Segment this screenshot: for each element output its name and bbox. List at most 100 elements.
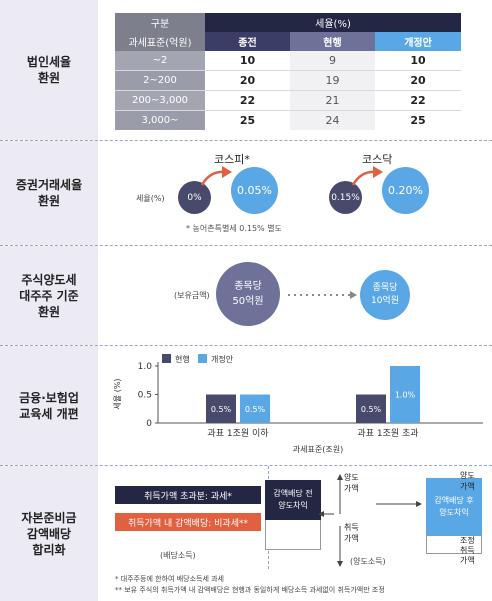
before-acq-box (265, 520, 321, 550)
y-tick-label: 1.0 (138, 362, 153, 372)
bar-value-label: 0.5% (361, 405, 382, 414)
divider (0, 345, 492, 347)
label-major-shareholder: 주식양도세 대주주 기준 환원 (0, 246, 98, 345)
arrow-head-icon (222, 166, 232, 178)
table-cell-proposed: 20 (410, 74, 426, 87)
reserve-footnote-2: ** 보유 주식의 취득가액 내 감액배당은 현행과 동일하게 배당소득 과세없… (115, 586, 385, 594)
bar-value-label: 0.5% (211, 405, 232, 414)
dividend-income-label: (배당소득) (160, 551, 196, 560)
rate-table: 구분 세율(%) 과세표준(억원) 종전 현행 개정안 ~2 10 9 10 2… (115, 13, 461, 130)
up-arrow-icon (351, 170, 376, 186)
tax-rate-header: 세율(%) (205, 13, 461, 32)
x-tick-label: 과표 1조원 초과 (357, 428, 418, 439)
divider (0, 465, 492, 467)
label-securities-tax: 증권거래세율 환원 (0, 141, 98, 245)
label-reserve: 자본준비금 감액배당 합리화 (0, 466, 98, 601)
bar (390, 366, 420, 423)
table-cell-proposed: 22 (410, 94, 426, 107)
major-shareholder-section: (보유금액) 종목당 50억원 종목당 10억원 (98, 246, 492, 345)
bar-value-label: 0.5% (245, 405, 266, 414)
col-base-header: 과세표준(억원) (115, 32, 205, 51)
within-nontaxable-box: 취득가액 내 감액배당: 비과세** (115, 513, 261, 531)
bar (206, 394, 236, 423)
edu-tax-section: 0 0.5 1.0 세율 (%) 0.5% 0.5% 과표 1조원 이하 0.5% 1.0% 과표… (98, 346, 492, 465)
arrow-head-icon (373, 166, 383, 178)
transfer-price-label-2: 양도 가액 (460, 471, 475, 491)
bar (240, 394, 270, 423)
table-cell-proposed: 25 (410, 114, 426, 127)
divider (0, 245, 492, 247)
acq-price-label: 취득 가액 (344, 523, 359, 543)
col-before-header: 종전 (205, 32, 290, 51)
legend-swatch-proposed (198, 354, 207, 363)
securities-footnote: * 농어촌특별세 0.15% 별도 (186, 224, 282, 233)
kosdaq-current-circle: 0.15% (329, 181, 362, 214)
holding-label: (보유금액) (174, 291, 210, 300)
proposed-threshold-value: 종목당 10억원 (370, 283, 399, 306)
table-cell-base: 3,000~ (115, 110, 205, 130)
kospi-proposed-circle: 0.05% (231, 167, 278, 214)
legend-swatch-current (162, 354, 171, 363)
reserve-arrows (318, 474, 422, 567)
proposed-threshold-circle: 종목당 10억원 (360, 270, 410, 320)
adjusted-acq-price-label: 조정 취득 가액 (460, 536, 475, 565)
corp-tax-section: 구분 세율(%) 과세표준(억원) 종전 현행 개정안 ~2 10 9 10 2… (98, 0, 492, 140)
kospi-current-circle: 0% (178, 181, 211, 214)
col-proposed-header: 개정안 (375, 32, 461, 51)
arrow-head-icon (416, 501, 422, 507)
kospi-proposed-value: 0.05% (237, 184, 272, 197)
table-cell-base: 200~3,000 (115, 90, 205, 111)
bar (356, 394, 386, 423)
rate-label: 세율(%) (136, 194, 165, 203)
y-tick-label: 0 (146, 419, 152, 429)
increase-arrows (200, 166, 383, 186)
table-cell-before: 20 (239, 74, 256, 87)
transfer-income-label: (양도소득) (350, 557, 386, 566)
decrease-arrow (288, 291, 357, 299)
table-cell-current: 21 (290, 90, 375, 111)
bar-value-label: 1.0% (395, 391, 416, 400)
excess-taxable-box: 취득가액 초과분: 과세* (115, 486, 261, 504)
legend-label-current: 현행 (175, 354, 190, 364)
table-cell-before: 10 (239, 54, 256, 67)
x-tick-label: 과표 1조원 이하 (207, 428, 269, 439)
current-threshold-value: 종목당 50억원 (232, 281, 264, 307)
table-cell-current: 19 (290, 70, 375, 91)
col-group-header: 구분 (115, 13, 205, 32)
col-current-header: 현행 (290, 32, 375, 51)
reserve-section: 취득가액 초과분: 과세* 취득가액 내 감액배당: 비과세** (배당소득) … (98, 466, 492, 601)
table-cell-current: 24 (290, 110, 375, 130)
kosdaq-current-value: 0.15% (331, 192, 360, 203)
table-cell-base: ~2 (115, 51, 205, 71)
after-acq-box (426, 536, 482, 554)
kosdaq-title: 코스닥 (362, 153, 393, 166)
table-cell-base: 2~200 (115, 70, 205, 91)
y-tick-label: 0.5 (138, 391, 152, 401)
legend-label-proposed: 개정안 (211, 354, 234, 364)
table-cell-before: 25 (239, 114, 256, 127)
label-edu-tax: 금융·보험업 교육세 개편 (0, 346, 98, 465)
y-axis-label: 세율 (%) (113, 378, 122, 409)
before-gain-box: 감액배당 전 양도차익 (265, 480, 321, 520)
kospi-current-value: 0% (187, 192, 202, 203)
table-cell-proposed: 10 (410, 54, 426, 67)
kospi-title: 코스피* (214, 153, 250, 166)
arrow-head-icon (350, 291, 357, 299)
arrow-head-icon (337, 474, 343, 480)
up-arrow-icon (200, 170, 225, 186)
label-corp-tax: 법인세율 환원 (0, 0, 98, 140)
x-axis-label: 과세표준(조원) (293, 445, 343, 454)
reserve-footnote-1: * 대주주등에 한하여 배당소득세 과세 (115, 575, 224, 583)
divider (0, 140, 492, 142)
arrow-head-icon (337, 561, 343, 567)
after-gain-box: 감액배당 후 양도차익 (426, 478, 482, 536)
securities-section: 코스피* 코스닥 세율(%) 0% 0.05% 0.15% 0.20% * 농어… (98, 141, 492, 245)
table-cell-before: 22 (239, 94, 256, 107)
arrow-head-icon (318, 511, 324, 517)
transfer-price-label: 양도 가액 (344, 473, 359, 493)
current-threshold-circle: 종목당 50억원 (216, 262, 280, 326)
kosdaq-proposed-circle: 0.20% (382, 167, 429, 214)
edu-tax-chart: 0 0.5 1.0 세율 (%) 0.5% 0.5% 과표 1조원 이하 0.5% 1.0% 과표… (113, 354, 483, 454)
kosdaq-proposed-value: 0.20% (388, 184, 423, 197)
